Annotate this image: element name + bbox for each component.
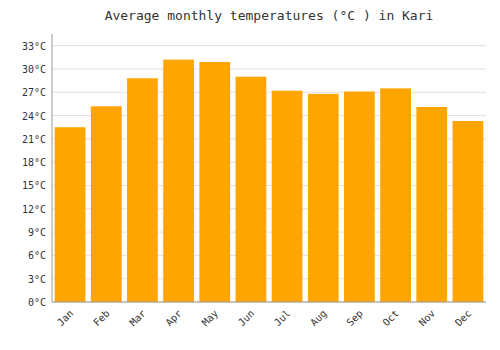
bar: [55, 127, 86, 302]
grid-line: [52, 68, 486, 69]
y-tick-label: 12°C: [22, 204, 46, 215]
chart-svg: Average monthly temperatures (°C ) in Ka…: [0, 0, 500, 350]
x-tick-label: Dec: [453, 308, 474, 329]
grid-line: [52, 302, 486, 303]
bar: [380, 88, 411, 302]
y-tick-label: 15°C: [22, 180, 46, 191]
y-axis-line: [52, 34, 53, 302]
bars: [55, 60, 484, 302]
x-tick-label: Oct: [380, 308, 401, 329]
bar: [272, 91, 303, 302]
y-tick-label: 21°C: [22, 134, 46, 145]
y-tick-label: 0°C: [28, 297, 46, 308]
bar: [91, 106, 122, 302]
x-axis-line: [52, 302, 486, 303]
y-tick-label: 9°C: [28, 227, 46, 238]
grid: [52, 46, 486, 302]
y-tick-label: 30°C: [22, 64, 46, 75]
x-tick-label: Apr: [163, 308, 184, 329]
bar: [416, 107, 447, 302]
x-tick-label: Nov: [417, 308, 438, 329]
x-tick-label: Sep: [344, 308, 365, 329]
y-tick-label: 27°C: [22, 87, 46, 98]
x-tick-label: Feb: [91, 308, 112, 329]
y-tick-label: 24°C: [22, 111, 46, 122]
title: Average monthly temperatures (°C ) in Ka…: [105, 8, 434, 23]
y-tick-label: 18°C: [22, 157, 46, 168]
chart-container: Average monthly temperatures (°C ) in Ka…: [0, 0, 500, 350]
x-tick-label: May: [200, 308, 221, 329]
x-tick-label: Mar: [127, 308, 148, 329]
bar: [199, 62, 230, 302]
y-tick-label: 3°C: [28, 274, 46, 285]
bar: [127, 78, 158, 302]
x-tick-label: Aug: [308, 308, 329, 329]
bar: [344, 91, 375, 302]
grid-line: [52, 45, 486, 46]
x-tick-label: Jun: [236, 308, 257, 329]
grid-line: [52, 92, 486, 93]
bar: [453, 121, 484, 302]
bar: [308, 94, 339, 302]
bar: [236, 77, 267, 302]
x-tick-label: Jan: [55, 308, 76, 329]
bar: [163, 60, 194, 302]
y-tick-label: 6°C: [28, 250, 46, 261]
x-tick-label: Jul: [272, 308, 293, 329]
y-tick-label: 33°C: [22, 41, 46, 52]
